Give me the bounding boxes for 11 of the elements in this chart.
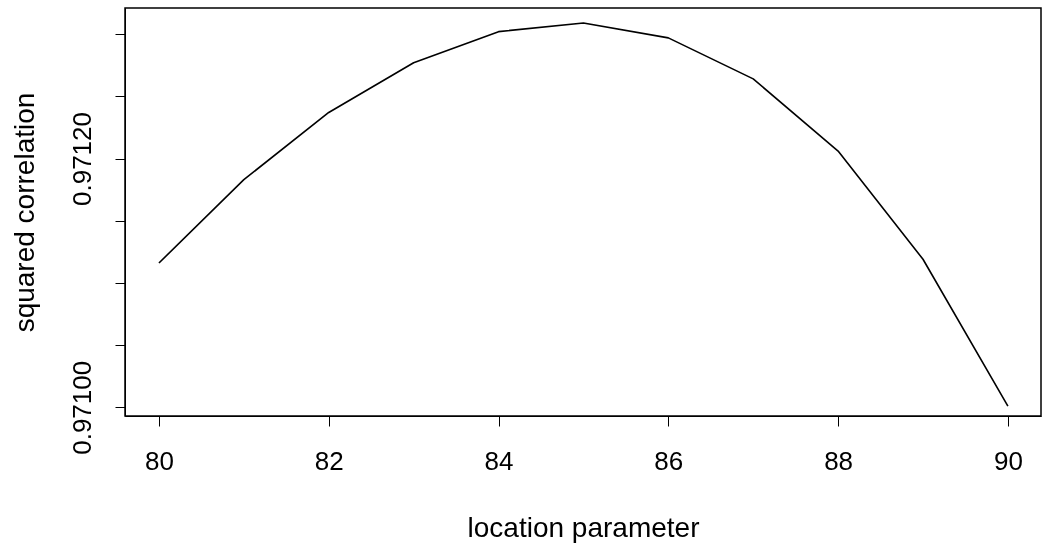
y-tick-label: 0.97120 [66,112,97,206]
x-tick-label: 82 [314,445,344,476]
x-tick-label: 90 [993,445,1023,476]
y-tick-label: 0.97100 [66,360,97,455]
y-axis-title: squared correlation [8,92,40,333]
x-axis-title: location parameter [467,511,700,543]
x-tick-label: 86 [654,445,684,476]
x-tick-label: 80 [145,445,174,476]
x-tick-label: 84 [484,445,514,476]
line-series [158,22,1009,407]
x-tick-label: 88 [824,445,854,476]
